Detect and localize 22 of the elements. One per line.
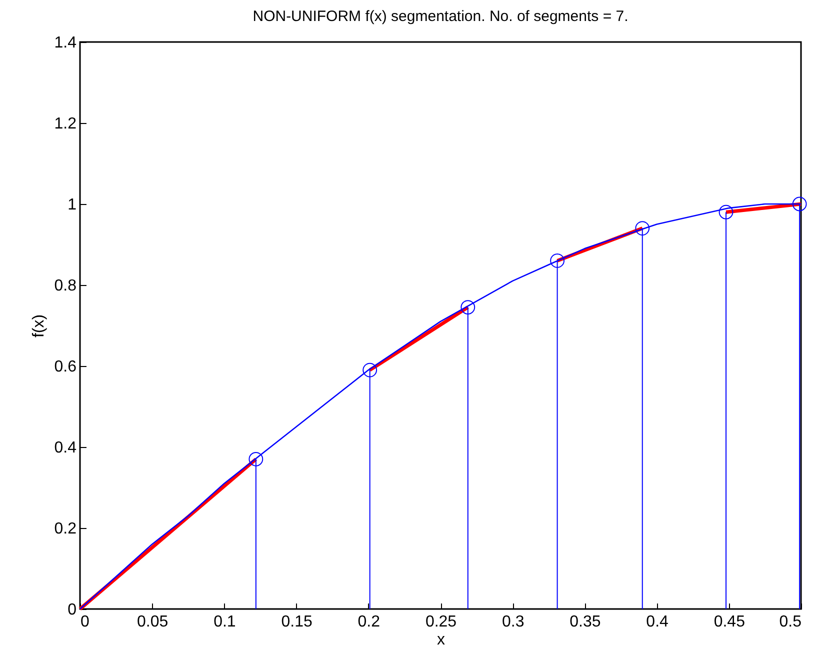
y-tick-label: 0.2 (54, 520, 77, 538)
y-tick-label: 1 (68, 196, 77, 214)
x-tick-label: 0.15 (281, 614, 312, 630)
y-tick-label: 0.4 (54, 440, 77, 456)
x-tick-label: 0.25 (425, 614, 457, 630)
x-tick-label: 0 (80, 614, 90, 630)
x-tick-label: 0.2 (358, 614, 380, 630)
y-tick-label: 0 (68, 602, 77, 618)
x-tick-label: 0.5 (779, 614, 802, 630)
y-tick-label: 0.8 (54, 278, 77, 294)
x-tick-label: 0.1 (214, 614, 236, 630)
x-tick-label: 0.3 (502, 614, 524, 630)
y-tick-label: 1.2 (54, 116, 77, 132)
x-tick-label: 0.35 (570, 614, 601, 630)
x-tick-label: 0.4 (646, 614, 669, 630)
y-tick-label: 1.4 (54, 34, 77, 52)
y-axis-title: f(x) (30, 314, 48, 338)
x-tick-label: 0.45 (714, 614, 746, 630)
y-tick-label: 0.6 (54, 358, 77, 376)
x-tick-label: 0.05 (137, 614, 168, 630)
x-axis-title: x (437, 632, 445, 648)
chart-title: NON-UNIFORM f(x) segmentation. No. of segments = 7. (252, 8, 628, 25)
